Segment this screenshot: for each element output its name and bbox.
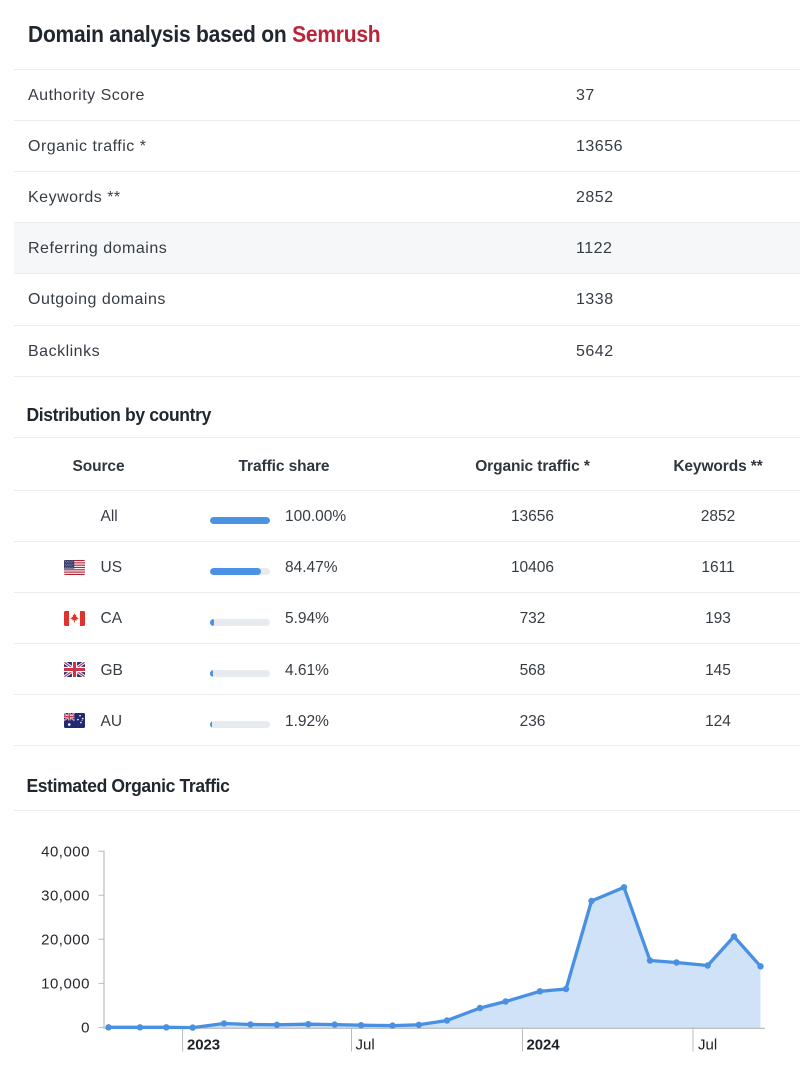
svg-text:0: 0 xyxy=(81,1020,90,1037)
svg-text:10,000: 10,000 xyxy=(41,976,90,993)
svg-text:Jul: Jul xyxy=(698,1037,717,1054)
svg-text:30,000: 30,000 xyxy=(41,887,90,904)
svg-text:Jul: Jul xyxy=(356,1037,375,1054)
svg-text:20,000: 20,000 xyxy=(41,932,90,949)
svg-text:40,000: 40,000 xyxy=(41,843,90,860)
svg-text:2023: 2023 xyxy=(187,1037,220,1054)
svg-text:2024: 2024 xyxy=(527,1037,561,1054)
